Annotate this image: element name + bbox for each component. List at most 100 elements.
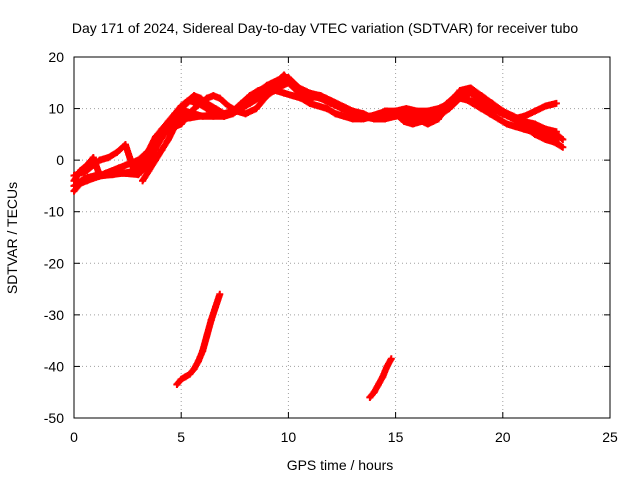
data-point <box>124 170 132 178</box>
data-point <box>370 115 378 123</box>
data-point <box>169 115 177 123</box>
data-point <box>413 115 421 123</box>
data-point <box>96 172 104 180</box>
data-point <box>383 362 391 370</box>
data-point <box>402 105 410 113</box>
series-track-7 <box>366 355 395 401</box>
series-track-5 <box>139 79 560 185</box>
data-point <box>413 107 421 115</box>
data-point <box>323 105 331 113</box>
data-point <box>151 156 159 164</box>
data-point <box>76 166 84 174</box>
x-tick-label: 10 <box>281 429 297 445</box>
x-tick-label: 0 <box>70 429 78 445</box>
data-point <box>252 105 260 113</box>
data-point <box>190 92 198 100</box>
axis-ticks: 0 5 10 15 20 25 -50 -40 -30 -20 -10 0 10 20 <box>44 49 618 445</box>
data-point <box>495 115 503 123</box>
data-point <box>233 107 241 115</box>
data-point <box>190 105 198 113</box>
data-point <box>379 373 387 381</box>
data-point <box>366 393 374 401</box>
data-point <box>274 84 282 92</box>
data-point <box>424 107 432 115</box>
data-point <box>254 87 262 95</box>
data-point <box>173 380 181 388</box>
data-point <box>467 89 475 97</box>
plot-frame <box>73 56 611 419</box>
data-point <box>104 154 112 162</box>
data-point <box>467 97 475 105</box>
data-point <box>387 355 395 363</box>
data-point <box>510 115 518 123</box>
data-point <box>295 89 303 97</box>
data-point <box>340 112 348 120</box>
data-point <box>456 92 464 100</box>
data-point <box>212 303 220 311</box>
data-point <box>190 365 198 373</box>
data-point <box>199 347 207 355</box>
data-point <box>520 112 528 120</box>
data-point <box>381 115 389 123</box>
y-axis-label: SDTVAR / TECUs <box>4 182 20 294</box>
x-tick-label: 5 <box>177 429 185 445</box>
series-trail <box>139 79 559 185</box>
data-point <box>263 92 271 100</box>
chart-title: Day 171 of 2024, Sidereal Day-to-day VTE… <box>72 20 579 36</box>
y-tick-label: -30 <box>44 307 64 323</box>
data-point <box>289 92 297 100</box>
data-point <box>434 115 442 123</box>
data-point <box>83 161 91 169</box>
data-point <box>181 373 189 381</box>
y-tick-label: -50 <box>44 410 64 426</box>
data-point <box>194 357 202 365</box>
data-point <box>147 154 155 162</box>
y-tick-label: 10 <box>48 101 64 117</box>
data-point <box>263 84 271 92</box>
data-point <box>134 156 142 164</box>
data-point <box>216 94 224 102</box>
data-point <box>552 99 560 107</box>
data-point <box>121 161 129 169</box>
data-point <box>177 375 185 383</box>
data-point <box>177 120 185 128</box>
data-point <box>542 136 550 144</box>
data-point <box>246 92 254 100</box>
data-point <box>242 110 250 118</box>
x-tick-label: 20 <box>495 429 511 445</box>
data-point <box>520 123 528 131</box>
data-point <box>109 166 117 174</box>
data-point <box>139 177 147 185</box>
data-point <box>128 159 136 167</box>
data-point <box>171 123 179 131</box>
y-tick-label: -20 <box>44 255 64 271</box>
data-point <box>216 290 224 298</box>
data-point <box>158 146 166 154</box>
data-point <box>209 92 217 100</box>
data-point <box>314 102 322 110</box>
data-point <box>359 112 367 120</box>
series-group <box>70 71 567 401</box>
data-point <box>160 128 168 136</box>
data-point <box>145 166 153 174</box>
data-point <box>381 107 389 115</box>
data-point <box>531 130 539 138</box>
data-point <box>559 136 567 144</box>
data-point <box>184 112 192 120</box>
y-tick-label: 20 <box>48 49 64 65</box>
data-point <box>130 166 138 174</box>
data-point <box>224 102 232 110</box>
x-axis-label: GPS time / hours <box>287 457 394 473</box>
data-point <box>284 79 292 87</box>
data-point <box>424 120 432 128</box>
data-point <box>115 164 123 172</box>
data-point <box>203 331 211 339</box>
data-point <box>164 136 172 144</box>
data-point <box>486 110 494 118</box>
y-tick-label: 0 <box>56 152 64 168</box>
data-point <box>237 99 245 107</box>
data-point <box>89 154 97 162</box>
series-track-6 <box>173 290 224 388</box>
data-point <box>143 148 151 156</box>
